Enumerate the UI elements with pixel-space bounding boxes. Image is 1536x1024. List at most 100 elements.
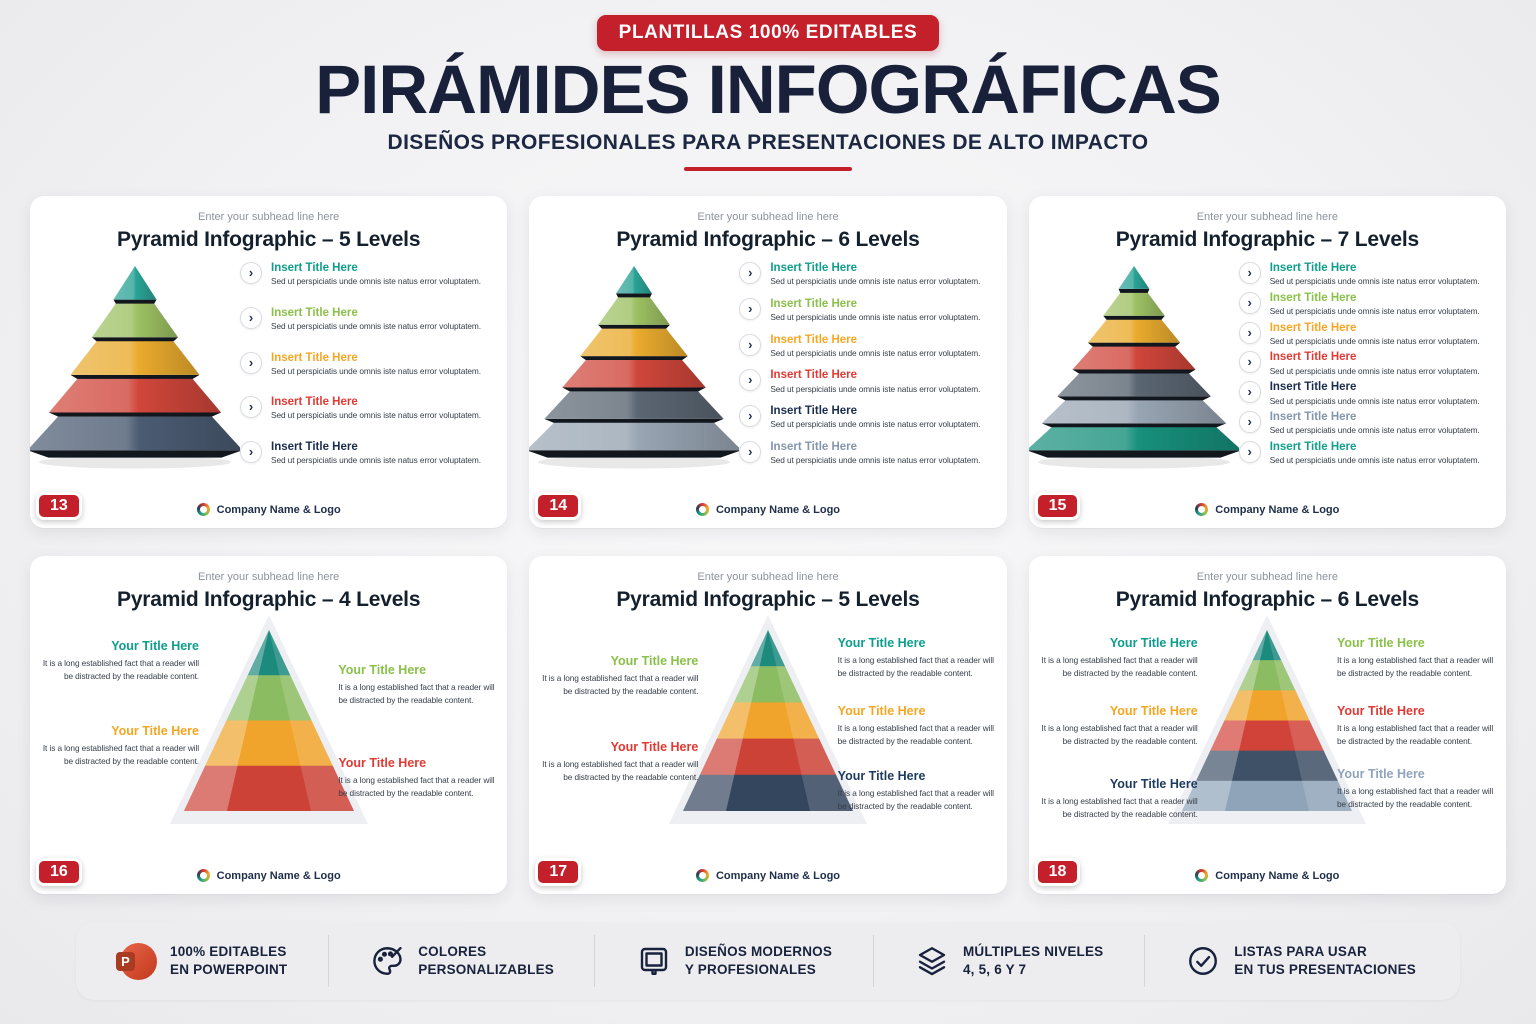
- item-body: Sed ut perspiciatis unde omnis iste natu…: [770, 312, 981, 323]
- company-name-label: Company Name & Logo: [216, 869, 341, 882]
- feature-line: COLORES: [418, 944, 487, 960]
- block-body: It is a long established fact that a rea…: [837, 723, 994, 746]
- block-body: It is a long established fact that a rea…: [1337, 723, 1494, 746]
- list-item: › Insert Title Here Sed ut perspiciatis …: [240, 396, 491, 421]
- pyramid-3d-graphic: [529, 256, 740, 474]
- company-logo-row: Company Name & Logo: [1029, 869, 1506, 882]
- list-item: › Insert Title Here Sed ut perspiciatis …: [240, 441, 491, 466]
- block-title: Your Title Here: [837, 769, 926, 783]
- company-logo-row: Company Name & Logo: [30, 503, 507, 516]
- item-title: Insert Title Here: [271, 396, 358, 409]
- template-card-13: Enter your subhead line here Pyramid Inf…: [30, 196, 508, 528]
- side-block: Your Title Here It is a long established…: [838, 769, 996, 813]
- block-body: It is a long established fact that a rea…: [542, 759, 699, 782]
- company-logo-row: Company Name & Logo: [529, 869, 1006, 882]
- item-title: Insert Title Here: [770, 333, 858, 346]
- item-title: Insert Title Here: [1269, 381, 1357, 394]
- block-body: It is a long established fact that a rea…: [1041, 723, 1198, 746]
- list-item: › Insert Title Here Sed ut perspiciatis …: [1238, 351, 1490, 376]
- item-body: Sed ut perspiciatis unde omnis iste natu…: [271, 410, 481, 421]
- chevron-right-icon: ›: [240, 306, 263, 329]
- feature-levels: MÚLTIPLES NIVELES 4, 5, 6 Y 7: [914, 943, 1103, 979]
- item-body: Sed ut perspiciatis unde omnis iste natu…: [1269, 276, 1480, 287]
- list-item: › Insert Title Here Sed ut perspiciatis …: [739, 369, 990, 394]
- card-title: Pyramid Infographic – 5 Levels: [117, 228, 421, 251]
- list-item: › Insert Title Here Sed ut perspiciatis …: [1238, 291, 1490, 317]
- company-logo-row: Company Name & Logo: [1029, 503, 1506, 516]
- item-title: Insert Title Here: [770, 262, 858, 274]
- item-body: Sed ut perspiciatis unde omnis iste natu…: [1269, 395, 1480, 406]
- chevron-right-icon: ›: [240, 396, 263, 419]
- block-body: It is a long established fact that a rea…: [42, 743, 199, 766]
- chevron-right-icon: ›: [1238, 440, 1261, 463]
- item-title: Insert Title Here: [1269, 262, 1357, 274]
- item-body: Sed ut perspiciatis unde omnis iste natu…: [770, 347, 981, 358]
- company-logo-row: Company Name & Logo: [30, 869, 507, 882]
- block-title: Your Title Here: [111, 639, 199, 653]
- feature-line: PERSONALIZABLES: [418, 962, 554, 977]
- card-title: Pyramid Infographic – 6 Levels: [1115, 588, 1419, 611]
- item-list: › Insert Title Here Sed ut perspiciatis …: [739, 256, 1006, 474]
- item-list: › Insert Title Here Sed ut perspiciatis …: [240, 256, 507, 474]
- item-body: Sed ut perspiciatis unde omnis iste natu…: [770, 455, 981, 466]
- chevron-right-icon: ›: [739, 262, 762, 284]
- item-title: Insert Title Here: [1269, 351, 1357, 364]
- chevron-right-icon: ›: [739, 369, 762, 392]
- item-body: Sed ut perspiciatis unde omnis iste natu…: [1269, 455, 1480, 466]
- block-body: It is a long established fact that a rea…: [542, 673, 699, 696]
- template-card-17: Enter your subhead line here Pyramid Inf…: [529, 556, 1007, 894]
- editable-badge: PLANTILLAS 100% EDITABLES: [596, 15, 940, 51]
- monitor-icon: [636, 943, 672, 979]
- item-body: Sed ut perspiciatis unde omnis iste natu…: [770, 383, 981, 394]
- item-body: Sed ut perspiciatis unde omnis iste natu…: [1269, 335, 1480, 346]
- feature-ready: LISTAS PARA USAR EN TUS PRESENTACIONES: [1185, 943, 1416, 979]
- feature-line: 4, 5, 6 Y 7: [962, 962, 1027, 977]
- feature-powerpoint: P 100% EDITABLES EN POWERPOINT: [116, 942, 288, 980]
- chevron-right-icon: ›: [240, 351, 263, 374]
- item-title: Insert Title Here: [770, 405, 858, 418]
- card-subhead: Enter your subhead line here: [697, 571, 839, 583]
- block-title: Your Title Here: [1109, 636, 1198, 650]
- slide-number-badge: 17: [535, 858, 582, 886]
- list-item: › Insert Title Here Sed ut perspiciatis …: [1238, 381, 1490, 406]
- item-title: Insert Title Here: [1269, 321, 1357, 334]
- block-title: Your Title Here: [1109, 704, 1198, 718]
- item-title: Insert Title Here: [271, 441, 358, 453]
- divider: [327, 935, 329, 987]
- block-title: Your Title Here: [1337, 767, 1425, 781]
- side-block: Your Title Here It is a long established…: [1337, 767, 1495, 811]
- block-title: Your Title Here: [610, 654, 699, 668]
- feature-line: EN POWERPOINT: [170, 962, 288, 977]
- accent-rule: [684, 167, 852, 172]
- feature-line: 100% EDITABLES: [170, 944, 287, 960]
- item-body: Sed ut perspiciatis unde omnis iste natu…: [271, 320, 481, 331]
- chevron-right-icon: ›: [1238, 411, 1261, 434]
- company-logo-icon: [196, 503, 210, 516]
- item-body: Sed ut perspiciatis unde omnis iste natu…: [271, 365, 481, 376]
- card-title: Pyramid Infographic – 6 Levels: [616, 228, 920, 251]
- chevron-right-icon: ›: [739, 405, 762, 428]
- item-body: Sed ut perspiciatis unde omnis iste natu…: [1269, 425, 1480, 436]
- powerpoint-icon: P: [116, 942, 157, 980]
- slide-number-badge: 15: [1034, 492, 1081, 520]
- company-name-label: Company Name & Logo: [715, 503, 841, 516]
- company-name-label: Company Name & Logo: [1215, 503, 1340, 516]
- check-circle-icon: [1185, 943, 1221, 979]
- side-block: Your Title Here It is a long established…: [838, 636, 996, 680]
- side-block: Your Title Here It is a long established…: [338, 663, 496, 707]
- company-name-label: Company Name & Logo: [216, 503, 341, 516]
- item-title: Insert Title Here: [770, 297, 858, 310]
- list-item: › Insert Title Here Sed ut perspiciatis …: [240, 306, 491, 332]
- card-title: Pyramid Infographic – 7 Levels: [1115, 228, 1419, 251]
- item-body: Sed ut perspiciatis unde omnis iste natu…: [1269, 306, 1480, 317]
- side-block: Your Title Here It is a long established…: [838, 704, 996, 748]
- side-block: Your Title Here It is a long established…: [1337, 704, 1495, 748]
- slide-number-badge: 14: [535, 492, 582, 520]
- list-item: › Insert Title Here Sed ut perspiciatis …: [1238, 262, 1490, 287]
- list-item: › Insert Title Here Sed ut perspiciatis …: [739, 440, 990, 466]
- chevron-right-icon: ›: [739, 297, 762, 320]
- company-logo-icon: [695, 503, 709, 516]
- hero: PLANTILLAS 100% EDITABLES PIRÁMIDES INFO…: [0, 0, 1536, 192]
- list-item: › Insert Title Here Sed ut perspiciatis …: [240, 262, 491, 287]
- block-title: Your Title Here: [1337, 636, 1425, 650]
